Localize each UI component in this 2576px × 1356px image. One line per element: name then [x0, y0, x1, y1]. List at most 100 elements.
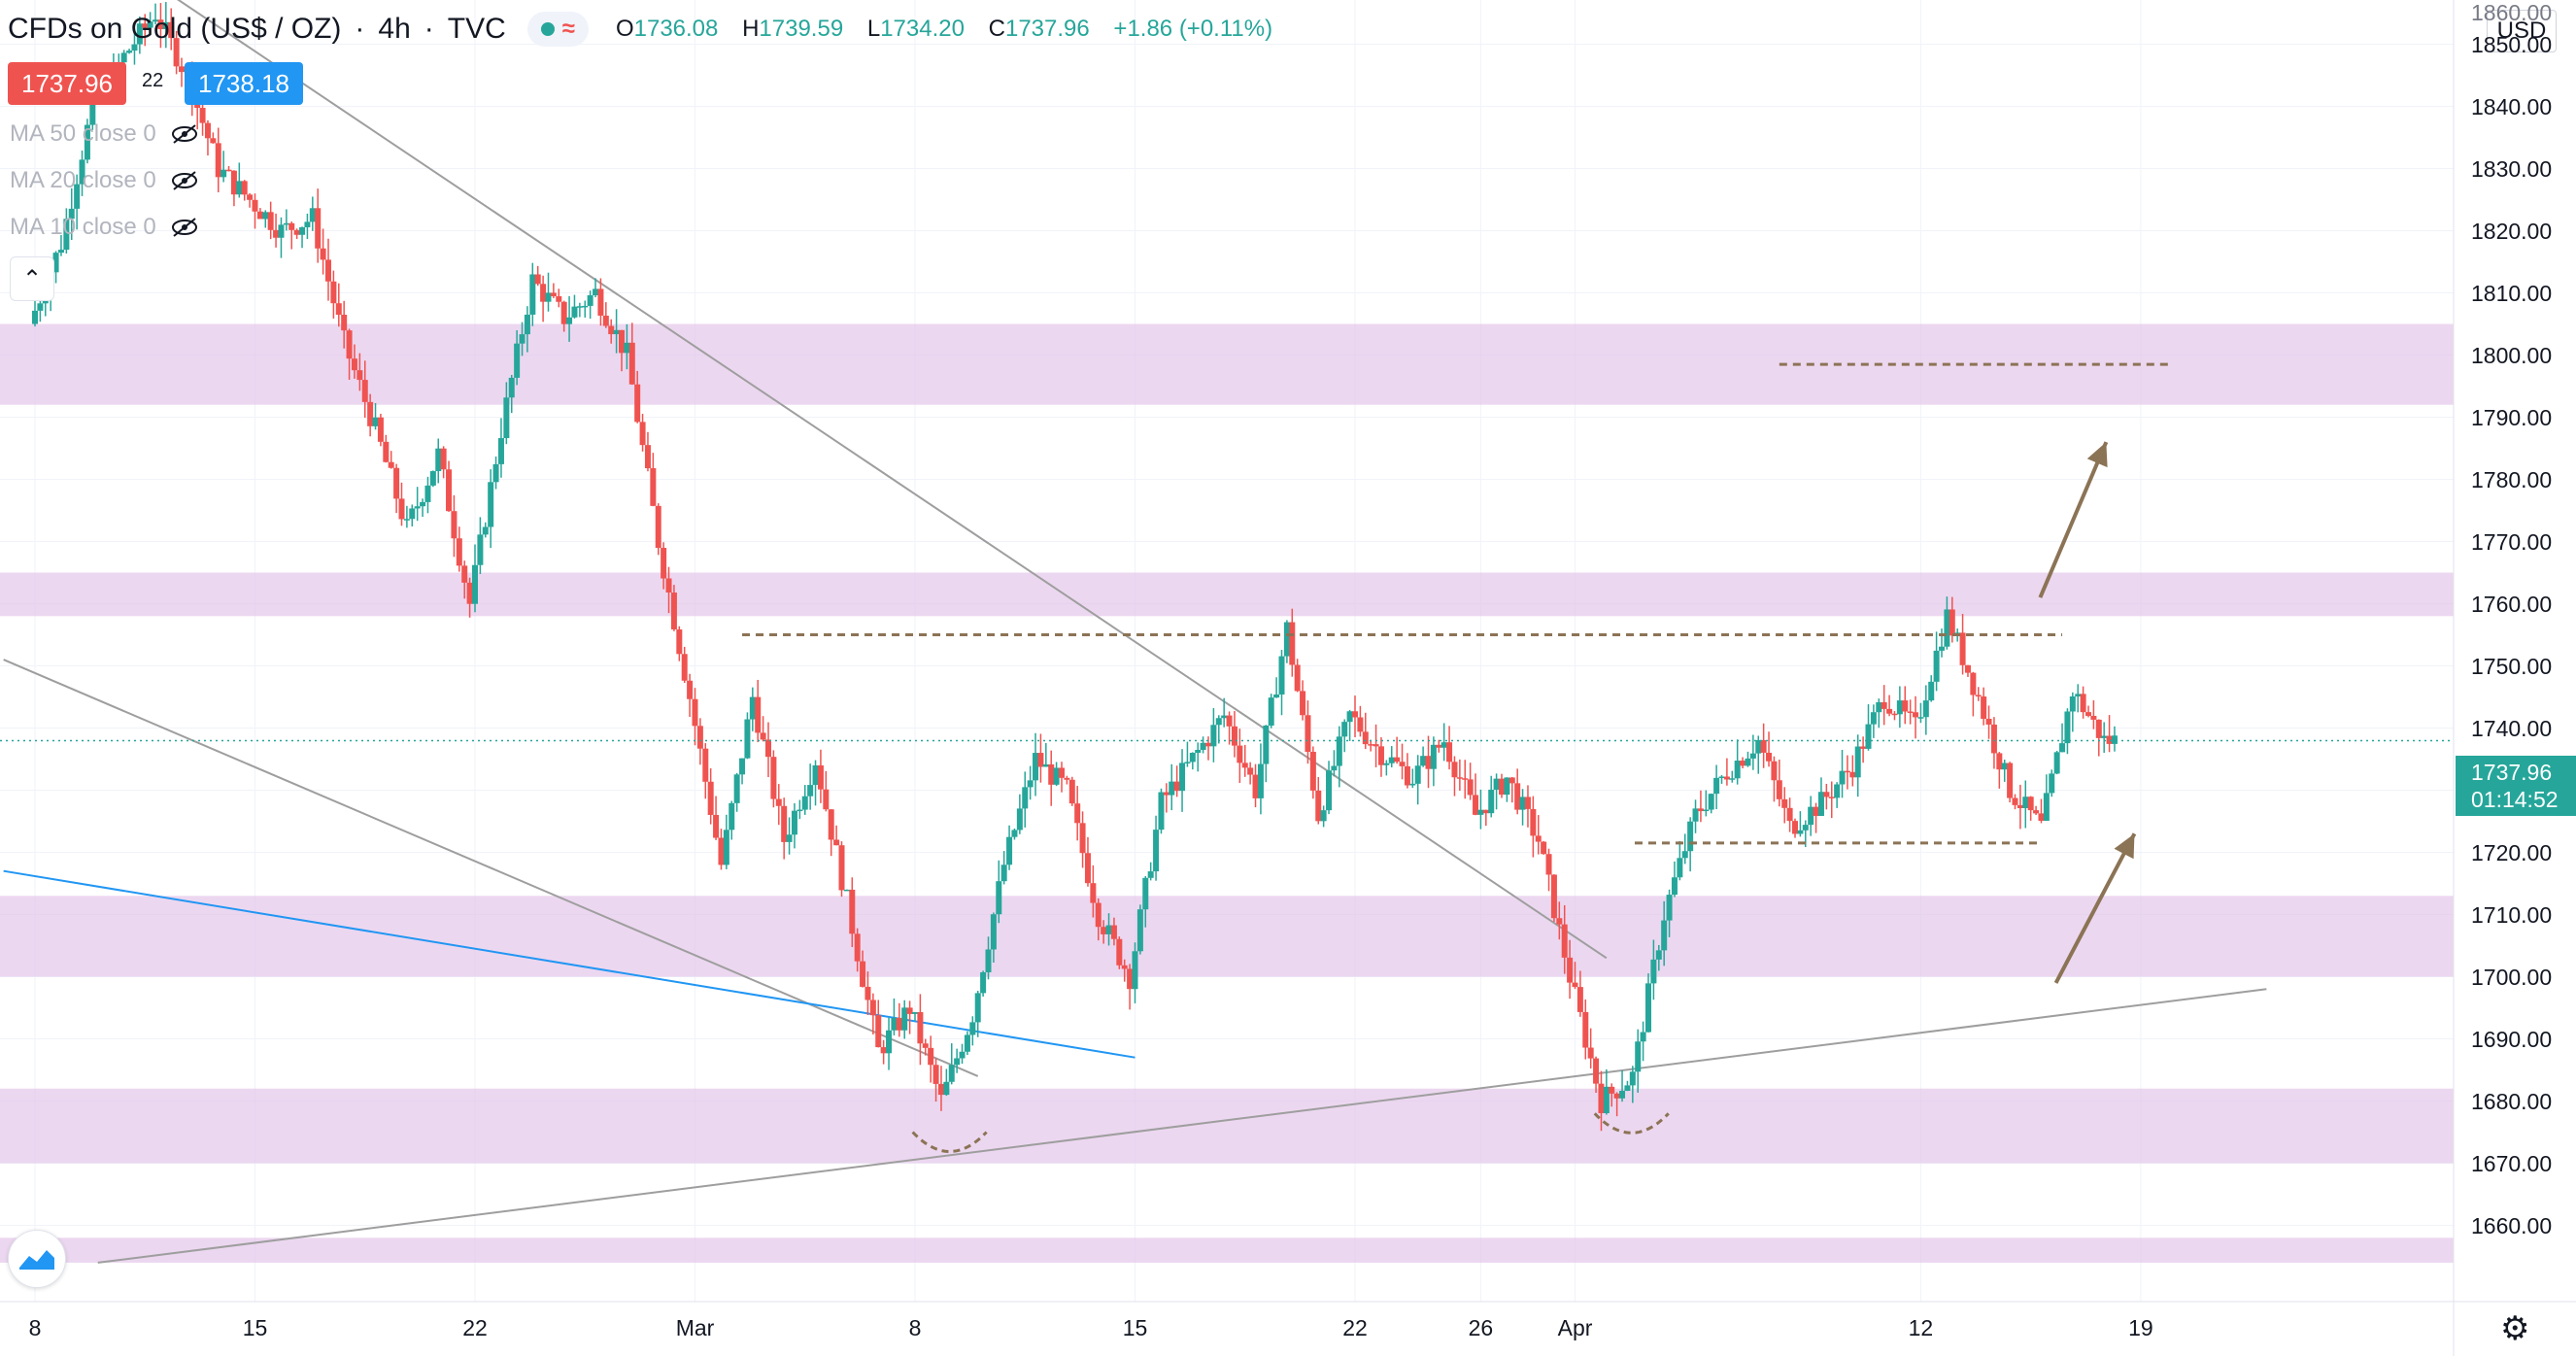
- candle: [540, 275, 547, 322]
- price-tick-label: 1740.00: [2471, 715, 2553, 741]
- collapse-legend-button[interactable]: ⌃: [10, 256, 54, 301]
- candle: [1247, 762, 1254, 785]
- price-tick-label: 1700.00: [2471, 964, 2553, 990]
- time-tick-label: 15: [242, 1315, 268, 1340]
- candle-body: [912, 1011, 918, 1014]
- candle: [2007, 762, 2014, 803]
- indicator-ma20[interactable]: MA 20 close 0: [10, 167, 199, 194]
- indicator-ma10[interactable]: MA 10 close 0: [10, 214, 199, 241]
- candle-body: [1609, 1086, 1615, 1094]
- candle-body: [173, 38, 180, 67]
- candle: [550, 283, 557, 298]
- candle: [1996, 752, 2003, 789]
- candle-body: [639, 422, 646, 446]
- candle: [838, 841, 845, 898]
- candle: [974, 991, 981, 1037]
- candle-body: [74, 184, 81, 209]
- candle-body: [1813, 806, 1819, 816]
- candle: [210, 132, 217, 144]
- eye-off-icon[interactable]: [170, 217, 199, 238]
- candle-body: [1048, 763, 1055, 785]
- candle: [1268, 694, 1274, 729]
- candle-body: [1718, 776, 1725, 778]
- eye-off-icon[interactable]: [170, 170, 199, 191]
- candle-body: [849, 889, 856, 934]
- candle-body: [1593, 1058, 1600, 1084]
- candle: [131, 29, 138, 65]
- candle: [1053, 762, 1060, 787]
- candle-body: [582, 305, 589, 308]
- candle-body: [1101, 927, 1107, 934]
- settings-gear-icon[interactable]: ⚙: [2500, 1310, 2530, 1347]
- candle: [864, 971, 871, 1016]
- candle: [1755, 735, 1762, 774]
- candle-body: [1173, 781, 1180, 792]
- candle: [262, 210, 269, 228]
- candle: [288, 221, 295, 250]
- candle-body: [2064, 711, 2071, 744]
- candle: [1226, 711, 1233, 745]
- candle: [1352, 695, 1358, 738]
- candle: [1681, 833, 1688, 864]
- candle-body: [377, 417, 384, 442]
- candle-body: [225, 169, 232, 172]
- candle-body: [1530, 808, 1537, 836]
- currency-button[interactable]: USD: [2487, 10, 2557, 52]
- candle: [309, 196, 316, 231]
- candle-body: [168, 21, 175, 39]
- indicator-label: MA 20 close 0: [10, 167, 156, 193]
- candle: [823, 770, 830, 812]
- candle: [556, 288, 562, 308]
- price-tick-label: 1820.00: [2471, 218, 2553, 244]
- buy-button[interactable]: 1738.18: [185, 62, 303, 105]
- candle: [414, 487, 421, 522]
- candle: [1718, 774, 1725, 784]
- candle-body: [1561, 924, 1568, 958]
- sell-button[interactable]: 1737.96: [8, 62, 126, 105]
- close-value: 1737.96: [1004, 16, 1090, 42]
- candle-body: [1922, 700, 1929, 718]
- interval-label[interactable]: 4h: [378, 13, 411, 45]
- candle-body: [1902, 700, 1909, 712]
- candle: [1033, 732, 1039, 797]
- candle: [1603, 1068, 1610, 1115]
- candle: [335, 283, 342, 327]
- candle-body: [1729, 778, 1736, 780]
- candle-body: [89, 94, 96, 125]
- candle-body: [1655, 950, 1662, 960]
- candle-body: [1766, 752, 1773, 762]
- candle: [1697, 790, 1704, 823]
- tradingview-logo-icon[interactable]: [8, 1230, 66, 1288]
- candle-body: [524, 314, 530, 335]
- candle-body: [928, 1047, 934, 1066]
- candle-body: [775, 798, 782, 806]
- candle-body: [864, 986, 871, 1000]
- candle: [236, 162, 243, 198]
- eye-off-icon[interactable]: [170, 123, 199, 145]
- candle-body: [1624, 1085, 1631, 1092]
- candle-body: [571, 306, 578, 318]
- candle: [168, 8, 175, 51]
- candle: [1320, 805, 1327, 828]
- candle-body: [435, 448, 442, 472]
- market-status-pill[interactable]: ≈: [526, 12, 589, 47]
- price-tick-label: 1780.00: [2471, 466, 2553, 492]
- candle-body: [1184, 762, 1191, 763]
- candle: [1922, 685, 1929, 735]
- candle-body: [1802, 825, 1809, 831]
- candle: [2080, 686, 2086, 719]
- candle: [84, 119, 90, 164]
- candle: [917, 994, 924, 1066]
- candle: [2049, 769, 2055, 797]
- candle: [1849, 755, 1856, 787]
- candle: [954, 1048, 961, 1073]
- candle: [1116, 936, 1123, 969]
- candle-body: [1394, 757, 1401, 763]
- symbol-title[interactable]: CFDs on Gold (US$ / OZ): [8, 13, 342, 45]
- indicator-ma50[interactable]: MA 50 close 0: [10, 120, 199, 148]
- candle: [299, 226, 306, 249]
- candle: [341, 300, 348, 349]
- candle: [681, 646, 688, 684]
- candle-body: [869, 1000, 876, 1016]
